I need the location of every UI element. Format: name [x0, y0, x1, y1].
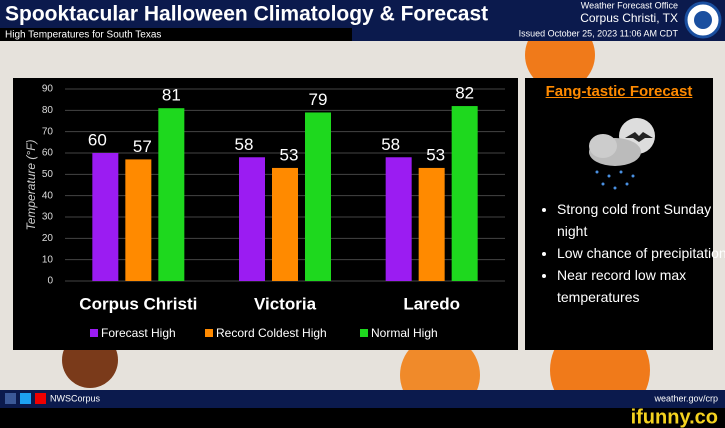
y-tick-label: 0 — [47, 276, 53, 287]
data-label: 79 — [309, 90, 328, 109]
forecast-title: Fang-tastic Forecast — [545, 83, 693, 100]
subtitle-bar — [0, 28, 352, 41]
issued: Issued October 25, 2023 11:06 AM CDT — [519, 28, 679, 38]
legend-label: Forecast High — [101, 326, 176, 340]
forecast-bullet: Low chance of precipitation — [557, 242, 725, 264]
legend-label: Normal High — [371, 326, 438, 340]
legend-label: Record Coldest High — [216, 326, 327, 340]
rain — [595, 170, 635, 190]
social-handle: NWSCorpus — [50, 393, 101, 403]
y-tick-label: 60 — [42, 148, 54, 159]
y-tick-label: 50 — [42, 169, 54, 180]
data-label: 57 — [133, 137, 152, 156]
data-label: 53 — [426, 145, 445, 164]
watermark-bar — [0, 408, 725, 428]
legend-swatch — [360, 329, 368, 337]
bar — [158, 108, 185, 281]
y-tick-label: 90 — [42, 84, 54, 95]
forecast-panel: Fang-tastic Forecast Strong cold front S… — [525, 78, 725, 350]
bar — [385, 157, 412, 281]
facebook-icon — [5, 393, 16, 404]
y-axis-title: Temperature (°F) — [24, 139, 38, 230]
x-tick-label: Laredo — [403, 294, 460, 313]
weather-icon — [589, 118, 655, 190]
y-tick-label: 70 — [42, 126, 54, 137]
y-tick-label: 30 — [42, 212, 54, 223]
watermark: ifunny.co — [631, 406, 718, 428]
bar — [92, 153, 119, 281]
twitter-icon — [20, 393, 31, 404]
forecast-bullet: Near record low max temperatures — [557, 264, 725, 308]
bar — [305, 112, 331, 281]
bat — [625, 132, 653, 142]
title: Spooktacular Halloween Climatology & For… — [5, 3, 488, 26]
subtitle: High Temperatures for South Texas — [5, 30, 161, 41]
legend-swatch — [205, 329, 213, 337]
office: Weather Forecast Office — [581, 0, 678, 10]
bar — [418, 167, 445, 281]
cloud — [589, 134, 617, 158]
bar — [272, 167, 298, 281]
forecast-bullet: Strong cold front Sunday night — [557, 198, 725, 242]
footer-bar — [0, 390, 725, 408]
data-label: 60 — [88, 130, 107, 149]
data-label: 82 — [455, 84, 474, 103]
data-label: 53 — [280, 145, 299, 164]
x-tick-label: Corpus Christi — [79, 294, 197, 313]
y-tick-label: 20 — [42, 233, 54, 244]
y-tick-label: 40 — [42, 190, 54, 201]
forecast-bullets: Strong cold front Sunday nightLow chance… — [539, 198, 725, 308]
location: Corpus Christi, TX — [580, 11, 678, 25]
y-tick-label: 80 — [42, 105, 54, 116]
bar — [239, 157, 265, 281]
data-label: 58 — [381, 135, 400, 154]
website: weather.gov/crp — [653, 393, 718, 403]
bar — [451, 106, 478, 281]
nws-logo — [694, 11, 712, 29]
x-tick-label: Victoria — [254, 294, 317, 313]
data-label: 58 — [235, 135, 254, 154]
bar — [125, 159, 152, 281]
y-tick-label: 10 — [42, 254, 54, 265]
youtube-icon — [35, 393, 46, 404]
data-label: 81 — [162, 86, 181, 105]
legend-swatch — [90, 329, 98, 337]
title-bar — [0, 0, 725, 28]
